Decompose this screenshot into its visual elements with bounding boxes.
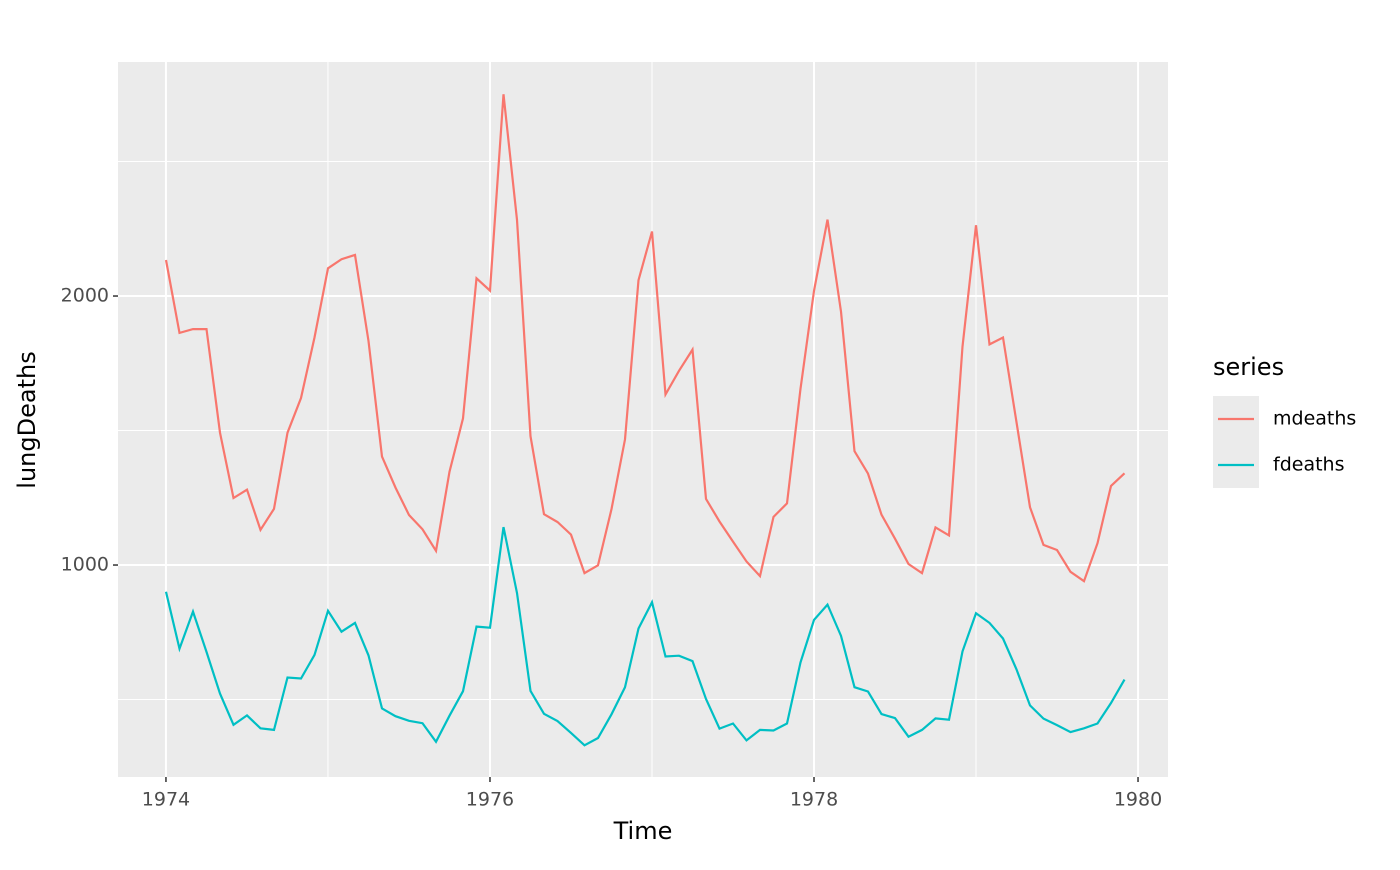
legend-label: mdeaths [1273, 408, 1356, 430]
y-axis-title: lungDeaths [13, 351, 41, 488]
series-line [164, 526, 1126, 747]
series-line [164, 94, 1126, 583]
panel [118, 62, 1168, 777]
y-tick-label: 1000 [61, 554, 109, 576]
x-tick-label: 1980 [1114, 789, 1162, 811]
x-tick-label: 1978 [790, 789, 838, 811]
legend-label: fdeaths [1273, 454, 1344, 476]
x-tick-label: 1974 [142, 789, 190, 811]
x-tick-label: 1976 [466, 789, 514, 811]
x-axis-title: Time [613, 817, 673, 845]
legend-title: series [1213, 353, 1284, 381]
legend-keys-bg [1213, 396, 1259, 488]
y-tick-label: 2000 [61, 285, 109, 307]
